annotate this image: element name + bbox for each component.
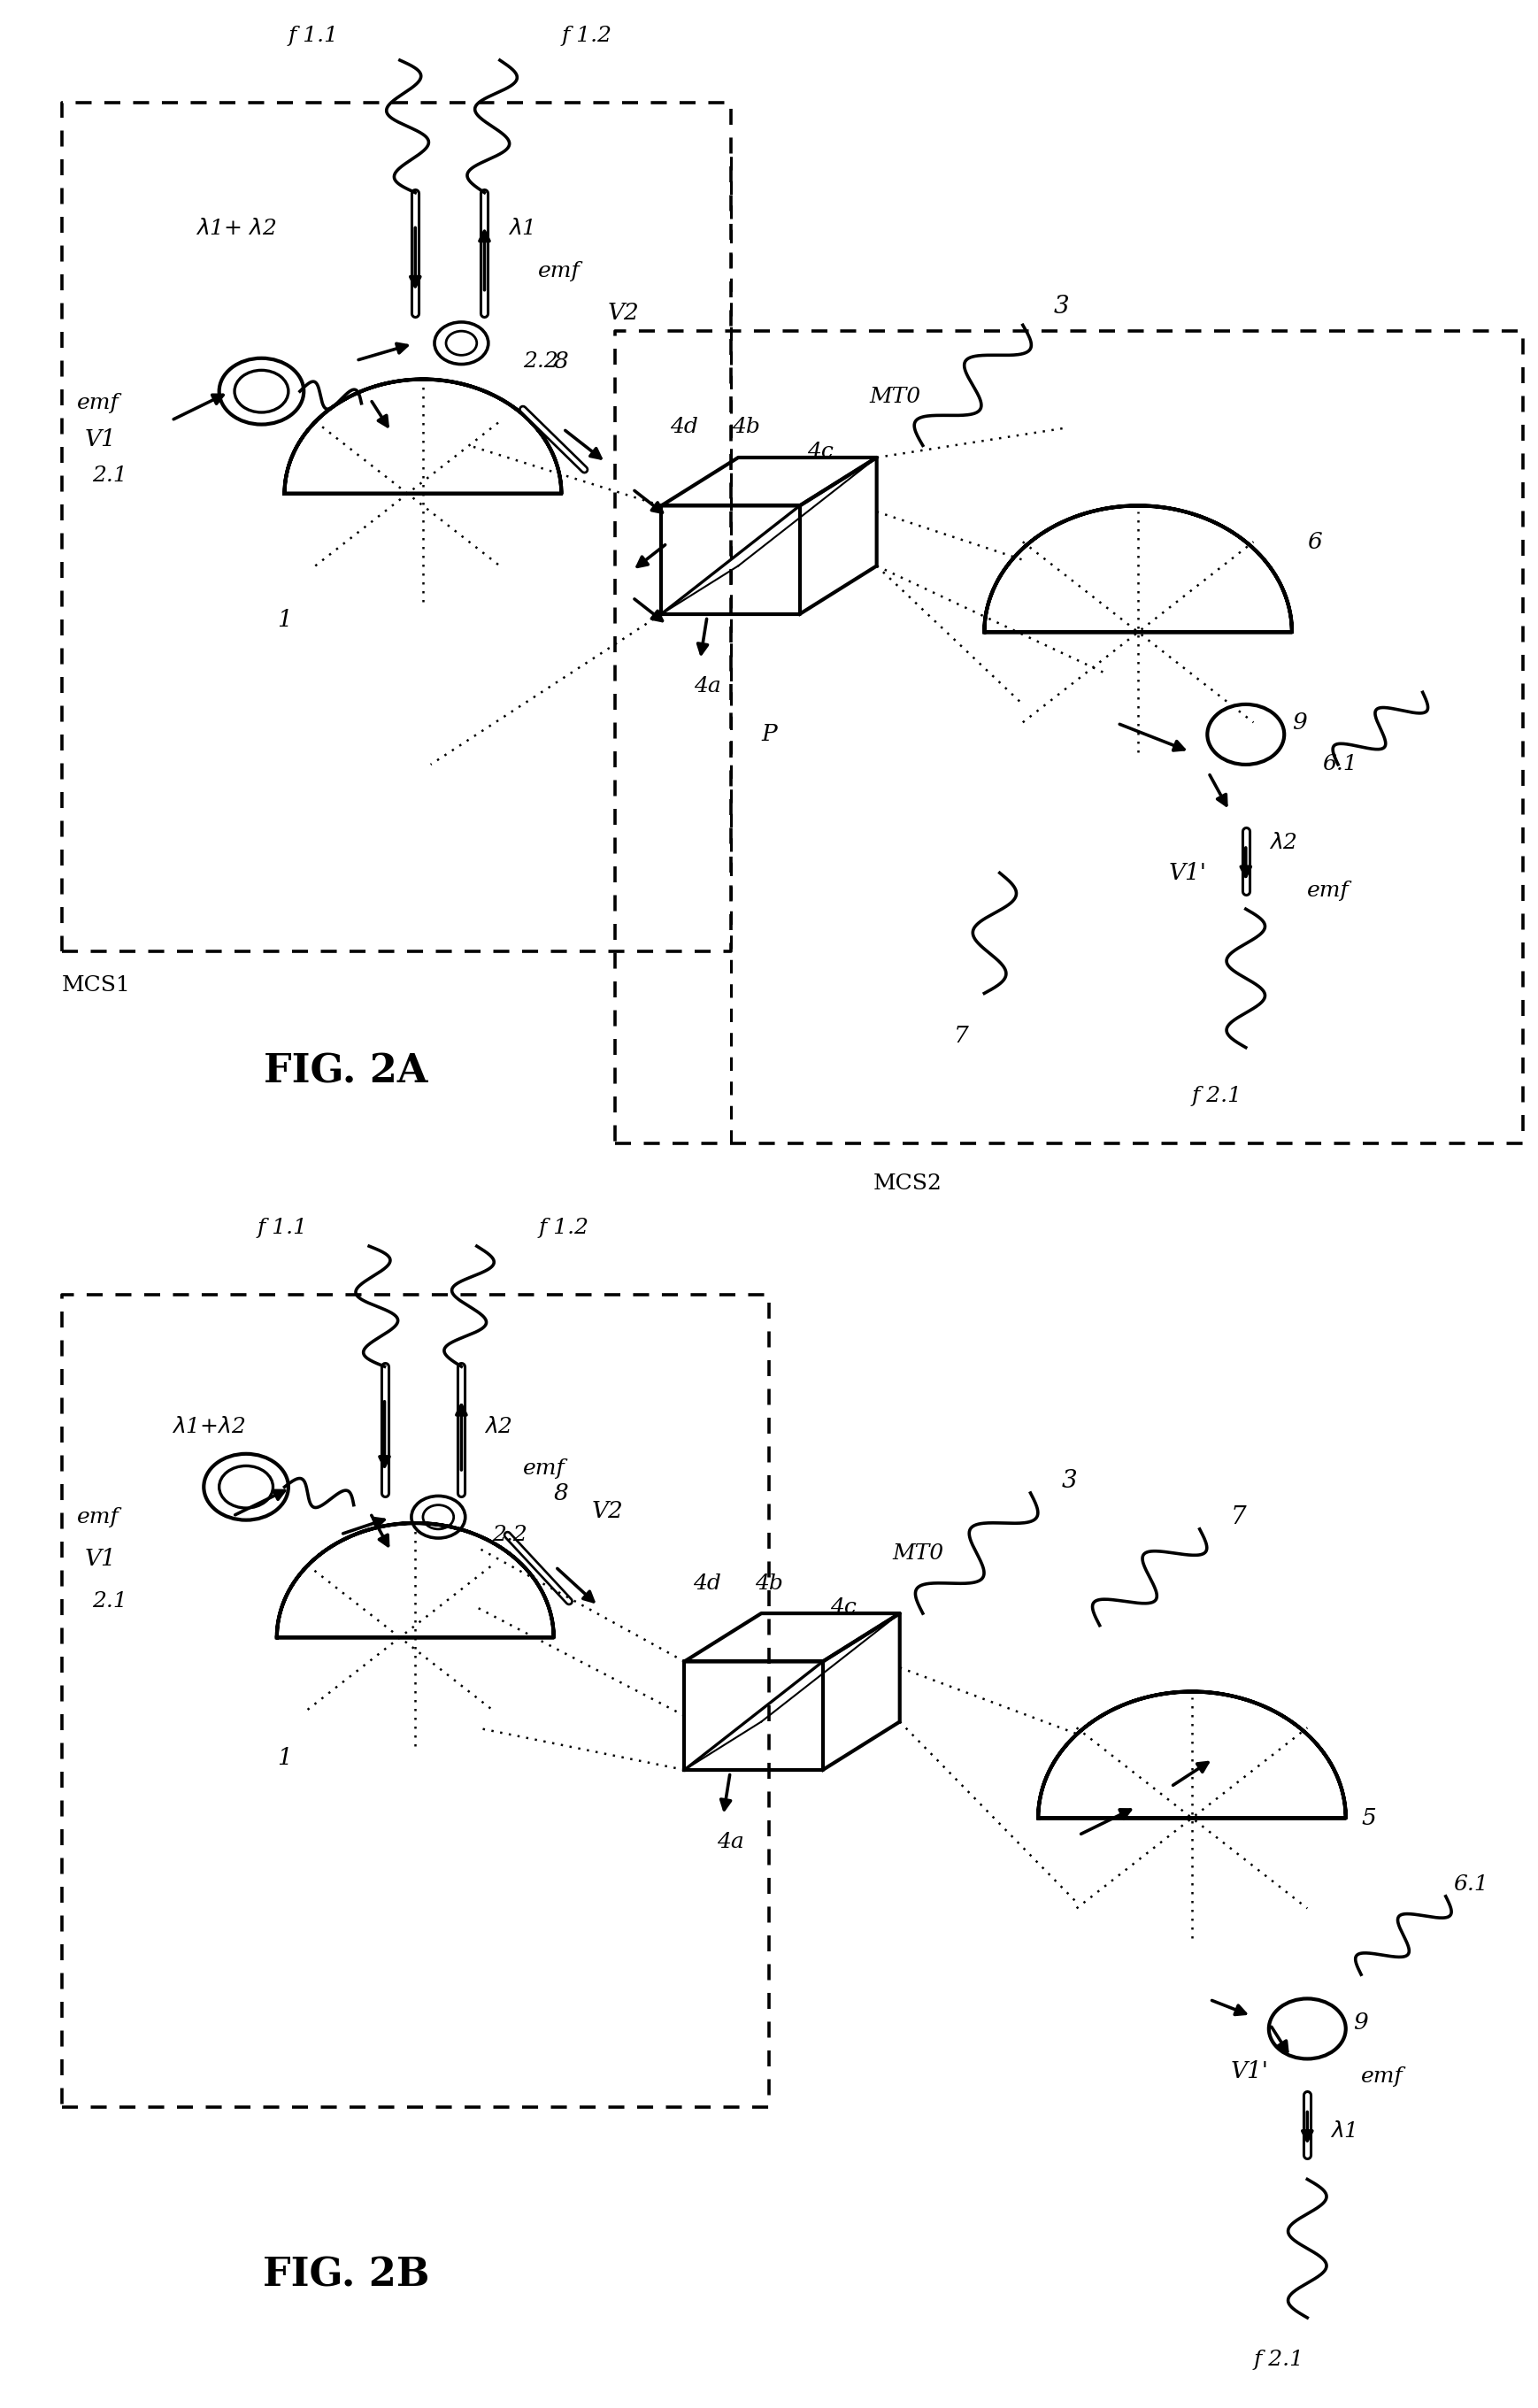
Text: $\lambda$2: $\lambda$2 (484, 1416, 514, 1438)
Text: V2: V2 (608, 301, 640, 325)
Text: $\lambda$1+$\lambda$2: $\lambda$1+$\lambda$2 (172, 1416, 246, 1438)
Text: emf: emf (1361, 2066, 1403, 2088)
Text: MCS2: MCS2 (874, 1173, 941, 1194)
Text: V1': V1' (1230, 2059, 1269, 2083)
Text: V1': V1' (1169, 862, 1207, 884)
Text: 3: 3 (1061, 1469, 1077, 1493)
Text: 8: 8 (554, 1481, 569, 1505)
Text: 6.1: 6.1 (1323, 754, 1358, 775)
Text: V1: V1 (85, 1548, 117, 1570)
Text: MT0: MT0 (869, 388, 920, 407)
Text: 4a: 4a (717, 1832, 744, 1852)
Text: $\lambda$1: $\lambda$1 (508, 219, 534, 238)
Text: 6: 6 (1307, 530, 1323, 554)
Text: P: P (761, 722, 777, 746)
Text: emf: emf (77, 393, 118, 414)
Text: f 1.1: f 1.1 (257, 1218, 308, 1238)
Text: 6.1: 6.1 (1453, 1873, 1489, 1895)
Text: MCS1: MCS1 (62, 975, 131, 995)
Text: 8: 8 (554, 349, 569, 373)
Text: f 1.2: f 1.2 (561, 26, 612, 46)
Text: 2.2: 2.2 (492, 1524, 528, 1546)
Text: 9: 9 (1353, 2011, 1369, 2035)
Text: V2: V2 (592, 1500, 624, 1522)
Text: f 1.2: f 1.2 (538, 1218, 589, 1238)
Text: f 1.1: f 1.1 (288, 26, 338, 46)
Text: 2.1: 2.1 (92, 465, 128, 486)
Text: $\lambda$2: $\lambda$2 (1269, 833, 1298, 852)
Text: 2.2: 2.2 (523, 352, 558, 371)
Text: 7: 7 (954, 1023, 969, 1047)
Text: f 2.1: f 2.1 (1192, 1086, 1243, 1105)
Text: emf: emf (538, 260, 580, 282)
Text: $\lambda$1+ $\lambda$2: $\lambda$1+ $\lambda$2 (195, 219, 277, 238)
Text: 9: 9 (1292, 710, 1307, 734)
Text: 1: 1 (277, 1746, 292, 1770)
Text: emf: emf (1307, 881, 1349, 901)
Text: FIG. 2B: FIG. 2B (263, 2256, 429, 2295)
Text: FIG. 2A: FIG. 2A (265, 1052, 428, 1091)
Text: MT0: MT0 (892, 1544, 943, 1563)
Text: 4b: 4b (755, 1572, 783, 1594)
Text: 4d: 4d (671, 417, 698, 438)
Text: emf: emf (523, 1459, 564, 1479)
Text: $\lambda$1: $\lambda$1 (1330, 2121, 1357, 2141)
Text: 1: 1 (277, 609, 292, 631)
Text: 2.1: 2.1 (92, 1592, 128, 1611)
Text: emf: emf (77, 1507, 118, 1527)
Text: 4b: 4b (732, 417, 760, 438)
Text: 7: 7 (1230, 1505, 1246, 1529)
Text: 5: 5 (1361, 1806, 1377, 1830)
Text: 4c: 4c (831, 1597, 857, 1618)
Text: f 2.1: f 2.1 (1253, 2350, 1304, 2369)
Text: 3: 3 (1054, 296, 1069, 318)
Text: 4a: 4a (694, 677, 721, 696)
Text: 4c: 4c (807, 441, 834, 462)
Text: V1: V1 (85, 429, 117, 450)
Text: 4d: 4d (694, 1572, 721, 1594)
